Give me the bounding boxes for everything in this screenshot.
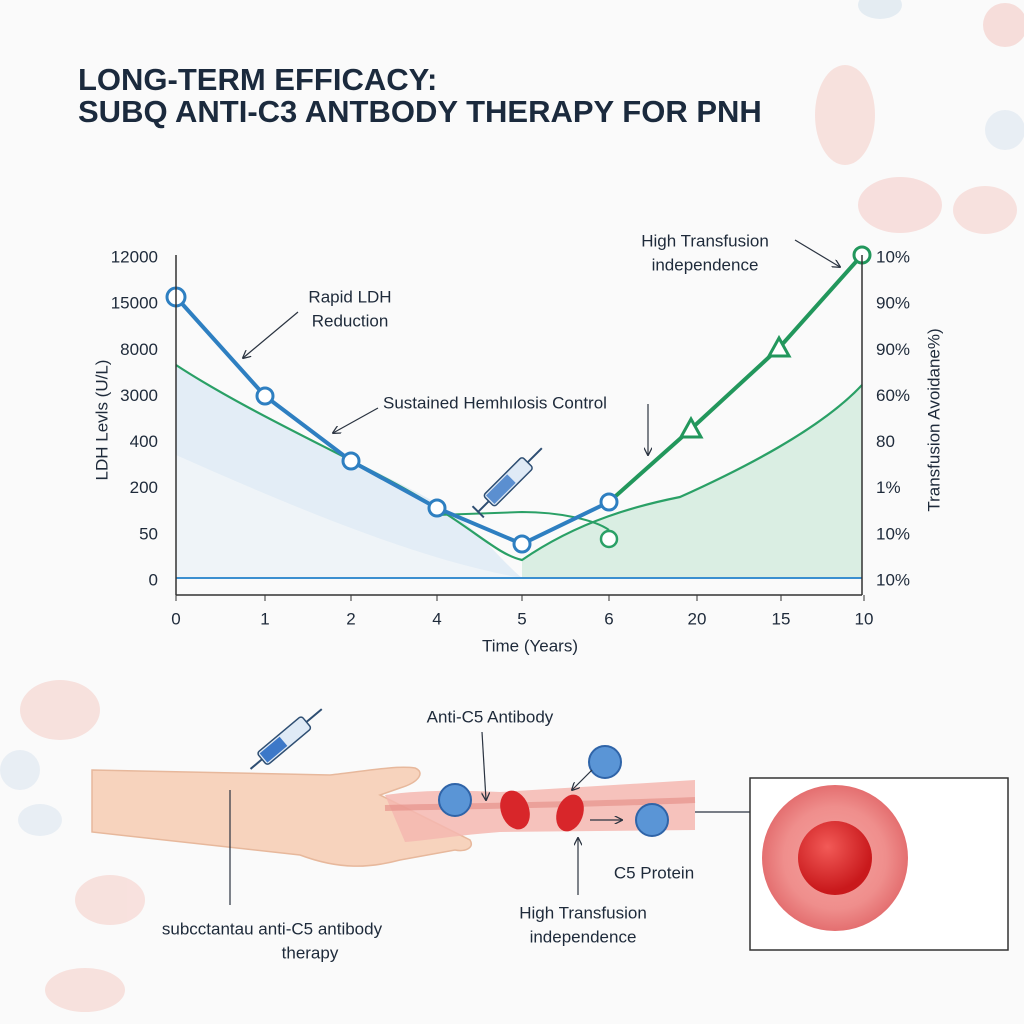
annotation: independence — [652, 255, 759, 274]
red-cell-core — [798, 821, 872, 895]
y2-tick-label: 90% — [876, 340, 910, 359]
y-tick-label: 3000 — [120, 386, 158, 405]
outcome-label: High Transfusion — [519, 903, 647, 922]
y-tick-label: 400 — [130, 432, 158, 451]
shape — [815, 65, 875, 165]
shape — [18, 804, 62, 836]
title-line: LONG-TERM EFFICACY: — [78, 62, 437, 97]
shape — [305, 708, 323, 723]
shape — [341, 451, 361, 471]
syringe-icon — [471, 447, 543, 519]
therapy-label: therapy — [282, 943, 339, 962]
syringe-icon — [249, 708, 323, 770]
shape — [766, 334, 792, 358]
protein-label: C5 Protein — [614, 863, 694, 882]
shape — [858, 177, 942, 233]
annotation-arrow — [333, 407, 379, 433]
annotation: High Transfusion — [641, 231, 769, 250]
x-tick-label: 1 — [260, 609, 269, 628]
x-tick-label: 20 — [688, 609, 707, 628]
y2-tick-label: 10% — [876, 524, 910, 543]
arm — [91, 766, 472, 867]
rbc-icons — [500, 790, 584, 832]
annotation-arrow — [794, 239, 840, 267]
shape — [485, 474, 516, 505]
y-tick-label: 50 — [139, 524, 158, 543]
x-tick-label: 6 — [604, 609, 613, 628]
shape — [427, 498, 447, 518]
title-line: SUBQ ANTI-C3 ANTBODY THERAPY FOR PNH — [78, 94, 762, 129]
y-tick-label: 15000 — [111, 294, 158, 313]
shape — [983, 3, 1024, 47]
antibody-icons — [438, 745, 669, 837]
x-tick-label: 15 — [772, 609, 791, 628]
y2-tick-label: 1% — [876, 478, 901, 497]
shape — [599, 492, 619, 512]
arrow — [482, 731, 486, 800]
x-tick-label: 0 — [171, 609, 180, 628]
annotation: Rapid LDH — [308, 287, 391, 306]
annotation: Sustained Hemhılosis Control — [383, 393, 607, 412]
hemolysis-curve — [175, 364, 863, 562]
y2-tick-label: 90% — [876, 294, 910, 313]
shape — [635, 803, 669, 837]
x-tick-label: 2 — [346, 609, 355, 628]
shape — [985, 110, 1024, 150]
shape — [438, 783, 472, 817]
y-tick-label: 12000 — [111, 247, 158, 266]
annotation-arrow — [243, 311, 299, 358]
x-axis-label: Time (Years) — [482, 636, 578, 655]
shape — [471, 505, 485, 519]
shape — [249, 758, 263, 770]
ldh-line — [174, 295, 610, 547]
shape — [0, 750, 40, 790]
transfusion-line — [607, 253, 864, 504]
y2-tick-label: 80 — [876, 432, 895, 451]
x-tick-label: 10 — [855, 609, 874, 628]
y-tick-label: 8000 — [120, 340, 158, 359]
shape — [500, 790, 530, 830]
y-tick-label: 0 — [149, 570, 158, 589]
shape — [259, 736, 288, 763]
shape — [20, 680, 100, 740]
shape — [526, 447, 543, 464]
shape — [678, 415, 704, 439]
shape — [556, 794, 584, 832]
hemolysis-segment — [436, 510, 610, 531]
ticks: 12000150008000300040020050010%90%90%60%8… — [111, 247, 910, 628]
shape — [512, 534, 532, 554]
shape — [477, 500, 490, 513]
shape — [858, 0, 902, 19]
annotation: Reduction — [312, 311, 389, 330]
y-tick-label: 200 — [130, 478, 158, 497]
shape — [255, 386, 275, 406]
y-axis-label: LDH Levls (U/L) — [92, 360, 111, 481]
x-tick-label: 4 — [432, 609, 441, 628]
y2-tick-label: 60% — [876, 386, 910, 405]
y2-axis-label: Transfusion Avoidane%) — [924, 328, 943, 511]
outcome-label: independence — [530, 927, 637, 946]
x-tick-label: 5 — [517, 609, 526, 628]
marker — [599, 529, 619, 549]
shape — [588, 745, 622, 779]
shape — [45, 968, 125, 1012]
antibody-label: Anti-C5 Antibody — [427, 707, 554, 726]
shape — [953, 186, 1017, 234]
y2-tick-label: 10% — [876, 570, 910, 589]
shape — [75, 875, 145, 925]
ldh-area-lower — [176, 455, 522, 578]
y2-tick-label: 10% — [876, 247, 910, 266]
arrow — [572, 769, 593, 790]
therapy-label: subcctantau anti-C5 antibody — [162, 919, 383, 938]
